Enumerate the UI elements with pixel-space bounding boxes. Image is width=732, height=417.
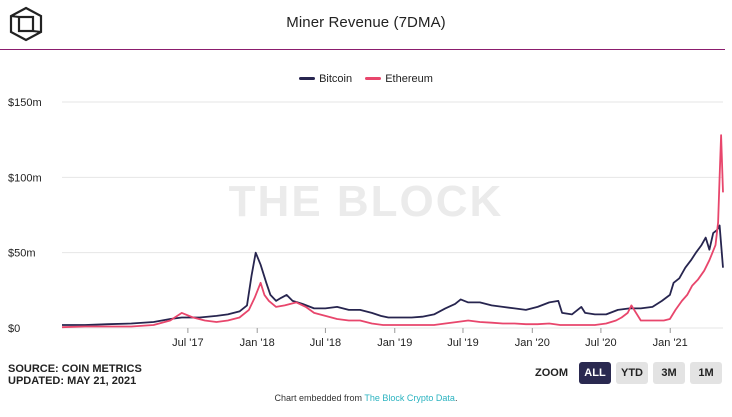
zoom-all-button[interactable]: ALL <box>579 362 611 384</box>
title-divider <box>0 49 725 50</box>
chart-title: Miner Revenue (7DMA) <box>286 14 446 31</box>
legend-item-bitcoin[interactable]: Bitcoin <box>299 73 352 85</box>
legend-label-ethereum: Ethereum <box>385 72 433 85</box>
zoom-1m-button[interactable]: 1M <box>690 362 722 384</box>
block-crypto-data-link[interactable]: The Block Crypto Data <box>364 393 455 403</box>
zoom-label: ZOOM <box>535 367 568 379</box>
legend-label-bitcoin: Bitcoin <box>319 72 353 85</box>
footer-prefix: Chart embedded from <box>274 393 365 403</box>
y-tick-label: $50m <box>8 248 36 260</box>
x-tick-label: Jul '17 <box>172 337 203 349</box>
x-tick-label: Jul '18 <box>310 337 341 349</box>
x-tick-label: Jan '19 <box>377 337 412 349</box>
ethereum-line <box>61 134 724 329</box>
x-tick-label: Jan '20 <box>515 337 550 349</box>
source-note: SOURCE: COIN METRICS UPDATED: MAY 21, 20… <box>8 363 142 387</box>
the-block-logo-icon <box>9 6 43 42</box>
bitcoin-line <box>62 224 724 326</box>
y-tick-label: $100m <box>8 172 42 184</box>
x-tick-label: Jan '21 <box>653 337 688 349</box>
x-tick-label: Jul '19 <box>447 337 478 349</box>
watermark-text: THE BLOCK <box>229 177 504 226</box>
y-tick-label: $0 <box>8 323 20 335</box>
y-tick-label: $150m <box>8 97 42 109</box>
legend-swatch-ethereum <box>365 77 382 80</box>
x-tick-label: Jul '20 <box>585 337 616 349</box>
legend-item-ethereum[interactable]: Ethereum <box>365 73 433 85</box>
x-tick-label: Jan '18 <box>240 337 275 349</box>
legend-swatch-bitcoin <box>299 77 316 80</box>
footer-suffix: . <box>454 393 458 403</box>
miner-revenue-chart: THE BLOCK $0 $50m $100m $150m Jul '17 Jan '18 J… <box>8 97 724 349</box>
source-line: SOURCE: COIN METRICS <box>8 363 142 375</box>
updated-line: UPDATED: MAY 21, 2021 <box>8 375 137 387</box>
embed-footer: Chart embedded from The Block Crypto Dat… <box>0 393 732 403</box>
chart-legend: Bitcoin Ethereum <box>0 71 732 85</box>
zoom-3m-button[interactable]: 3M <box>653 362 685 384</box>
zoom-ytd-button[interactable]: YTD <box>616 362 648 384</box>
zoom-controls: ZOOM ALL YTD 3M 1M <box>535 362 722 384</box>
